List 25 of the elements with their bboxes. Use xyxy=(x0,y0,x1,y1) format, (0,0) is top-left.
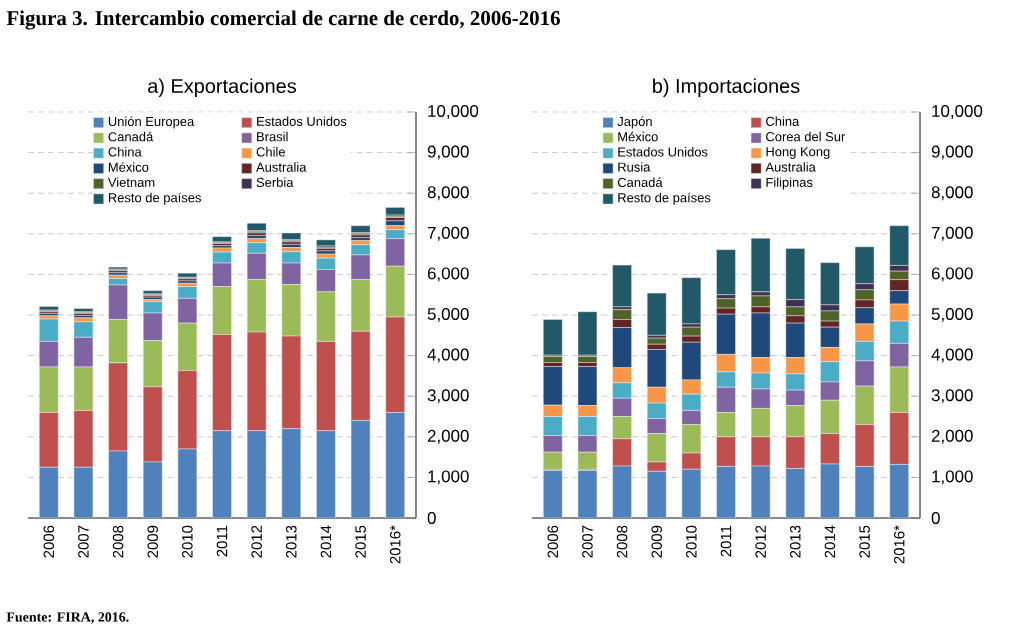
chart-title: b) Importaciones xyxy=(653,78,800,97)
y-tick-label: 1,000 xyxy=(932,470,973,485)
y-tick-label: 7,000 xyxy=(931,226,973,241)
y-tick-label: 9,000 xyxy=(931,145,973,160)
y-tick-label: 4,000 xyxy=(931,348,973,363)
y-tick-label: 4,000 xyxy=(427,348,469,363)
y-tick-label: 10,000 xyxy=(932,105,983,119)
y-tick-label: 3,000 xyxy=(427,389,469,404)
chart-title: a) Exportaciones xyxy=(148,78,297,97)
y-tick-label: 9,000 xyxy=(427,145,469,160)
y-tick-label: 1,000 xyxy=(428,470,469,485)
text: Figura 3. Intercambio comercial de carne de cerdo, 2006-2016 xyxy=(6,10,560,30)
y-tick-label: 2,000 xyxy=(427,429,469,444)
y-tick-label: 7,000 xyxy=(427,226,469,241)
y-tick-label: 2,000 xyxy=(931,429,973,444)
y-tick-label: 5,000 xyxy=(931,308,973,322)
y-tick-label: 10,000 xyxy=(428,105,479,119)
y-tick-label: 8,000 xyxy=(931,186,973,201)
y-tick-label: 5,000 xyxy=(427,308,469,322)
y-tick-label: 0 xyxy=(427,512,436,524)
y-tick-label: 6,000 xyxy=(931,267,973,282)
y-tick-label: 8,000 xyxy=(427,186,469,201)
y-tick-label: 0 xyxy=(931,512,940,524)
y-tick-label: 3,000 xyxy=(931,389,973,404)
y-tick-label: 6,000 xyxy=(427,267,469,282)
